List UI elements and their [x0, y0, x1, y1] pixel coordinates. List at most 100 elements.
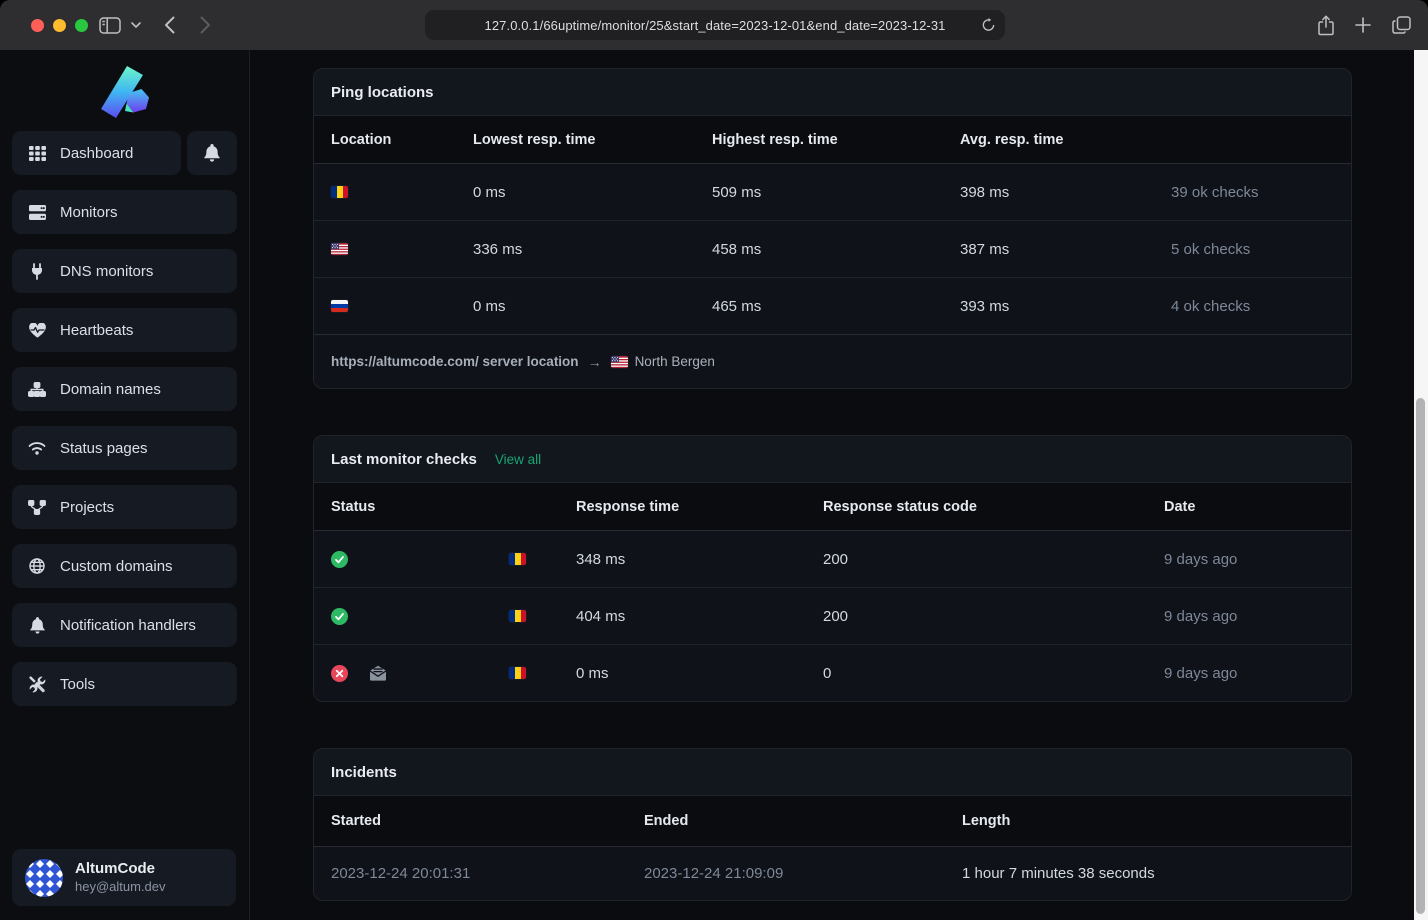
usa-flag-icon: [331, 242, 348, 255]
column-header: Date: [1164, 498, 1196, 515]
user-email: hey@altum.dev: [75, 878, 166, 894]
reload-icon[interactable]: [981, 17, 996, 38]
lowest-resp-time: 336 ms: [473, 240, 523, 258]
status-ok-icon: [331, 550, 348, 568]
sidebar-item-projects[interactable]: Projects: [12, 485, 237, 529]
back-button[interactable]: [158, 0, 180, 50]
sidebar-item-custom-domains[interactable]: Custom domains: [12, 544, 237, 588]
forward-button[interactable]: [194, 0, 216, 50]
monitor-url-label: https://altumcode.com/ server location: [331, 354, 579, 369]
table-row: 0 ms 465 ms 393 ms 4 ok checks: [314, 277, 1351, 334]
sidebar-item-dashboard[interactable]: Dashboard: [12, 131, 181, 175]
russia-flag-icon: [331, 299, 348, 312]
table-row: 348 ms 200 9 days ago: [314, 531, 1351, 587]
column-header: Response status code: [823, 498, 977, 515]
column-header: Started: [331, 813, 381, 829]
plug-icon: [28, 262, 46, 280]
main-content: Ping locations Location Lowest resp. tim…: [250, 50, 1414, 920]
notification-sent-envelope-icon: [369, 665, 387, 681]
app-logo[interactable]: [0, 60, 249, 126]
bell-icon: [203, 144, 221, 162]
response-status-code: 200: [823, 550, 849, 568]
user-menu[interactable]: AltumCode hey@altum.dev: [12, 849, 236, 906]
sidebar-toggle-icon[interactable]: [96, 0, 124, 50]
romania-flag-icon: [331, 185, 348, 198]
incident-started: 2023-12-24 20:01:31: [331, 865, 471, 882]
scrollbar-track[interactable]: [1414, 50, 1428, 920]
avg-resp-time: 393 ms: [960, 297, 1010, 315]
sidebar-item-heartbeats[interactable]: Heartbeats: [12, 308, 237, 352]
sidebar-item-label: Dashboard: [60, 144, 134, 162]
ok-checks: 4 ok checks: [1171, 297, 1251, 315]
sidebar-item-label: Domain names: [60, 380, 161, 398]
response-time: 348 ms: [576, 550, 626, 568]
table-row: 404 ms 200 9 days ago: [314, 587, 1351, 644]
sidebar-item-notification-handlers[interactable]: Notification handlers: [12, 603, 237, 647]
minimize-window-button[interactable]: [53, 19, 66, 32]
view-all-link[interactable]: View all: [494, 451, 542, 467]
sidebar-item-domain-names[interactable]: Domain names: [12, 367, 237, 411]
column-header: Status: [331, 498, 376, 515]
column-header: Lowest resp. time: [473, 131, 596, 148]
sidebar-item-dns-monitors[interactable]: DNS monitors: [12, 249, 237, 293]
grid-icon: [28, 145, 46, 161]
zoom-window-button[interactable]: [75, 19, 88, 32]
response-status-code: 200: [823, 607, 849, 625]
window-controls: [31, 19, 88, 32]
sidebar-item-tools[interactable]: Tools: [12, 662, 237, 706]
card-title: Ping locations: [331, 83, 434, 101]
wifi-icon: [28, 441, 46, 455]
highest-resp-time: 509 ms: [712, 183, 762, 201]
card-title: Last monitor checks: [331, 450, 477, 468]
new-tab-icon[interactable]: [1350, 0, 1376, 50]
check-date: 9 days ago: [1164, 550, 1238, 568]
address-bar[interactable]: 127.0.0.1/66uptime/monitor/25&start_date…: [425, 10, 1005, 40]
globe-icon: [28, 558, 46, 574]
close-window-button[interactable]: [31, 19, 44, 32]
sidebar: Dashboard Monitors: [0, 50, 250, 920]
scrollbar-thumb[interactable]: [1416, 398, 1425, 914]
lowest-resp-time: 0 ms: [473, 297, 506, 315]
romania-flag-icon: [509, 552, 526, 565]
ping-locations-card: Ping locations Location Lowest resp. tim…: [313, 68, 1352, 389]
bell-icon: [28, 616, 46, 634]
tab-overview-icon[interactable]: [1387, 0, 1415, 50]
check-date: 9 days ago: [1164, 607, 1238, 625]
column-header: Ended: [644, 813, 689, 829]
browser-toolbar: 127.0.0.1/66uptime/monitor/25&start_date…: [0, 0, 1428, 51]
table-header-row: Started Ended Length: [314, 796, 1351, 847]
table-row: 336 ms 458 ms 387 ms 5 ok checks: [314, 220, 1351, 277]
diagram-project-icon: [28, 499, 46, 515]
avatar: [25, 858, 63, 897]
sidebar-item-label: Notification handlers: [60, 616, 196, 634]
sidebar-item-label: DNS monitors: [60, 262, 154, 280]
avg-resp-time: 387 ms: [960, 240, 1010, 258]
status-ok-icon: [331, 607, 348, 625]
ok-checks: 5 ok checks: [1171, 240, 1251, 258]
lowest-resp-time: 0 ms: [473, 183, 506, 201]
table-row: 0 ms 509 ms 398 ms 39 ok checks: [314, 164, 1351, 220]
sidebar-item-label: Custom domains: [60, 557, 173, 575]
sidebar-item-label: Tools: [60, 675, 96, 693]
share-icon[interactable]: [1313, 0, 1339, 50]
last-monitor-checks-card: Last monitor checks View all Status Resp…: [313, 435, 1352, 702]
tools-icon: [28, 675, 46, 693]
sidebar-item-label: Status pages: [60, 439, 148, 457]
sidebar-item-status-pages[interactable]: Status pages: [12, 426, 237, 470]
usa-flag-icon: [610, 355, 628, 368]
server-icon: [28, 204, 46, 220]
column-header: Highest resp. time: [712, 131, 838, 148]
column-header: Location: [331, 131, 392, 148]
column-header: Response time: [576, 498, 680, 515]
sidebar-item-monitors[interactable]: Monitors: [12, 190, 237, 234]
notifications-button[interactable]: [187, 131, 237, 175]
sidebar-nav: Dashboard Monitors: [0, 126, 249, 706]
chevron-down-icon[interactable]: [127, 0, 145, 50]
highest-resp-time: 465 ms: [712, 297, 762, 315]
check-date: 9 days ago: [1164, 664, 1238, 682]
response-time: 404 ms: [576, 607, 626, 625]
response-status-code: 0: [823, 664, 832, 682]
romania-flag-icon: [509, 666, 526, 679]
highest-resp-time: 458 ms: [712, 240, 762, 258]
